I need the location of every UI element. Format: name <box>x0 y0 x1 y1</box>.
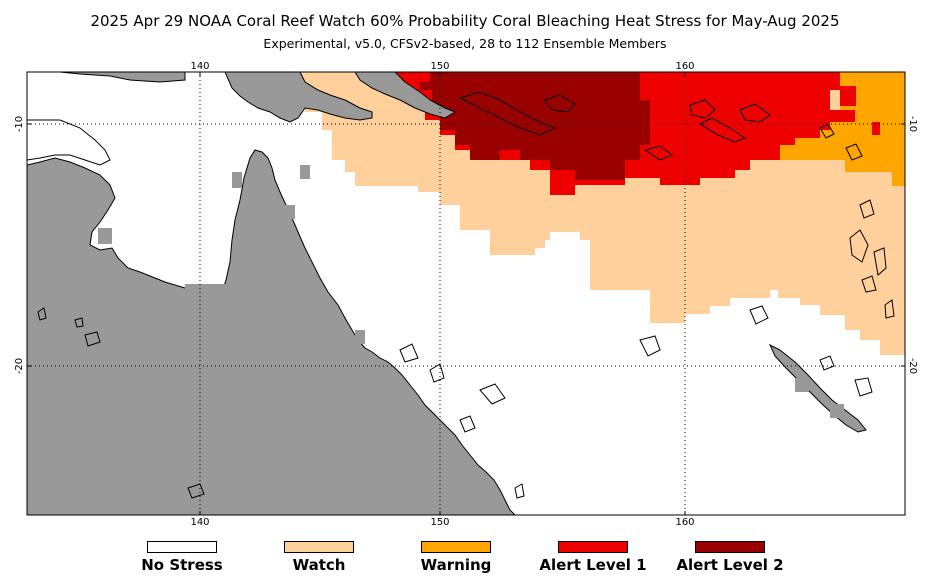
map-border <box>26 71 906 516</box>
australia-land <box>27 149 516 515</box>
lat-label-right: -10 <box>907 116 918 132</box>
lat-label-left: -10 <box>14 116 25 132</box>
legend-label: Watch <box>292 556 346 574</box>
legend-item-no-stress: No Stress <box>107 541 257 574</box>
lon-label-top: 160 <box>675 61 694 72</box>
lon-label-bottom: 140 <box>190 517 209 528</box>
island-outlines <box>37 91 895 499</box>
legend-label: Alert Level 1 <box>539 556 647 574</box>
lon-label-top: 150 <box>430 61 449 72</box>
legend-item-watch: Watch <box>244 541 394 574</box>
lat-label-left: -20 <box>14 358 25 374</box>
lat-label-right: -20 <box>907 358 918 374</box>
legend-label: Warning <box>420 556 492 574</box>
legend-item-alert-level-2: Alert Level 2 <box>655 541 805 574</box>
legend-swatch <box>558 541 628 553</box>
map-title: 2025 Apr 29 NOAA Coral Reef Watch 60% Pr… <box>90 12 840 30</box>
legend-label: No Stress <box>141 556 223 574</box>
legend-swatch <box>284 541 354 553</box>
map-subtitle: Experimental, v5.0, CFSv2-based, 28 to 1… <box>263 36 667 51</box>
legend-swatch <box>147 541 217 553</box>
warning-zone <box>780 72 905 186</box>
legend-item-alert-level-1: Alert Level 1 <box>518 541 668 574</box>
legend-item-warning: Warning <box>381 541 531 574</box>
alert2-zone <box>420 72 650 180</box>
legend: No Stress Watch Warning Alert Level 1 Al… <box>0 541 930 579</box>
legend-swatch <box>695 541 765 553</box>
new-guinea-land <box>27 72 186 83</box>
lon-label-bottom: 150 <box>430 517 449 528</box>
lon-label-top: 140 <box>190 61 209 72</box>
legend-swatch <box>421 541 491 553</box>
lon-label-bottom: 160 <box>675 517 694 528</box>
legend-label: Alert Level 2 <box>676 556 784 574</box>
heat-stress-map: 140 150 160 140 150 160 -10 -20 -10 -20 <box>14 61 918 528</box>
